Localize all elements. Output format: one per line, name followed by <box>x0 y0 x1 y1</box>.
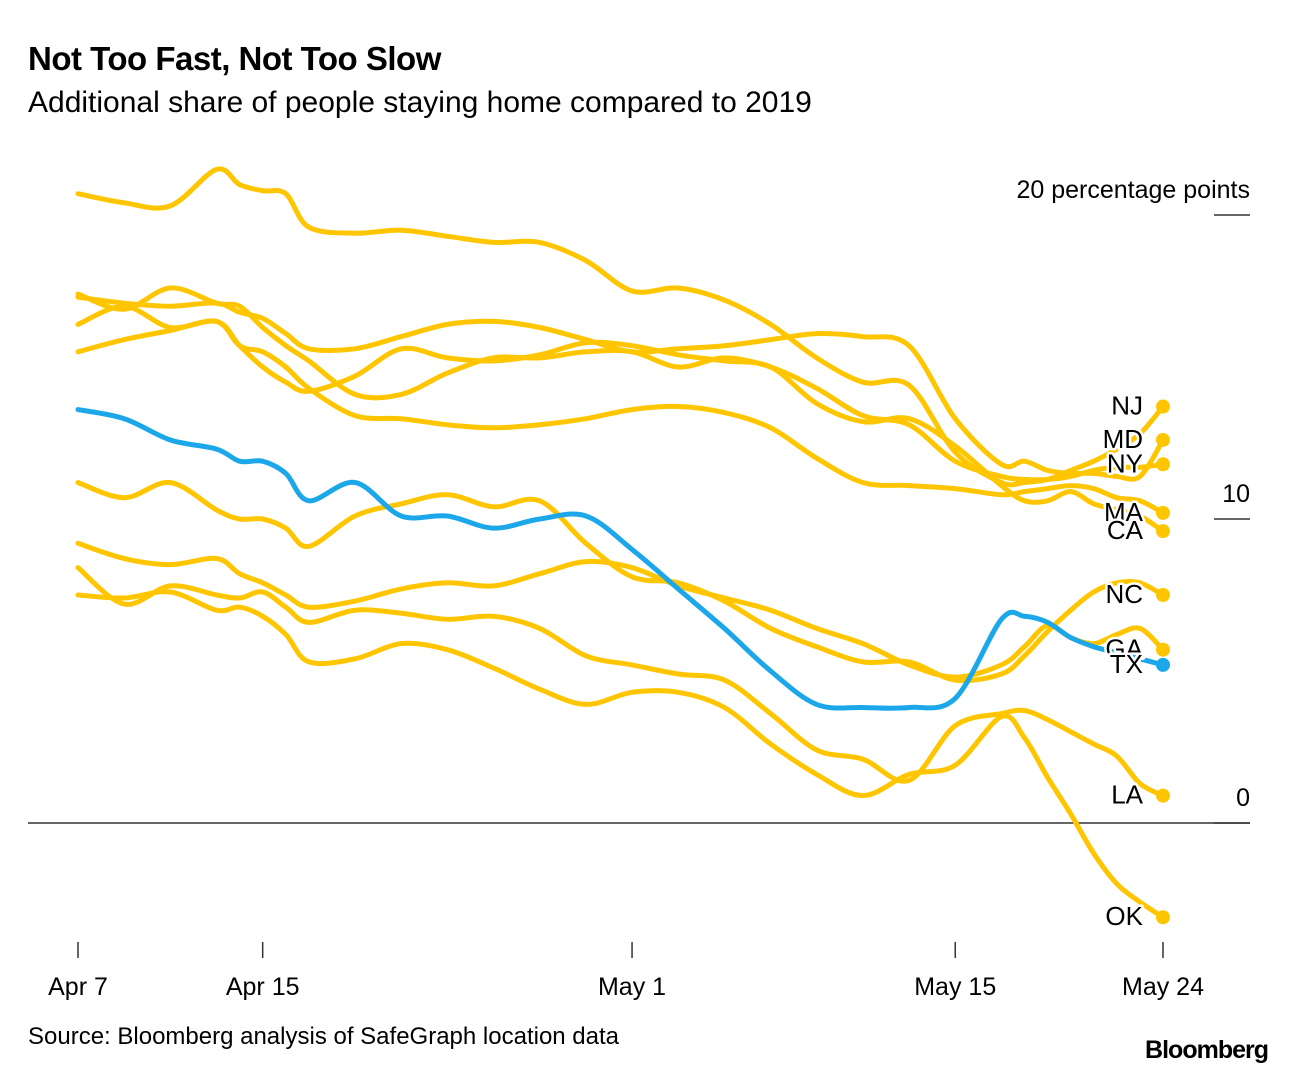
bloomberg-logo: Bloomberg <box>1145 1036 1269 1064</box>
series-endpoint-ok <box>1156 910 1170 925</box>
x-tick-label: Apr 15 <box>226 973 300 1001</box>
series-endpoint-la <box>1156 788 1170 803</box>
series-lines <box>75 166 1170 925</box>
series-endpoint-nj <box>1156 399 1170 414</box>
series-label-md: MD <box>1103 424 1143 454</box>
x-tick-label: May 24 <box>1122 973 1204 1001</box>
series-line-ca <box>75 318 1166 534</box>
axis-layer: 20 percentage points 10 0 Apr 7 Apr 15 May 1 M… <box>28 176 1250 1001</box>
series-endpoint-nc <box>1156 588 1170 602</box>
series-endpoint-ca <box>1156 524 1170 539</box>
series-label-ma: MA <box>1104 497 1144 527</box>
series-label-ok: OK <box>1105 901 1143 931</box>
x-tick-label: Apr 7 <box>48 973 108 1001</box>
series-line-ma <box>75 303 1166 516</box>
x-tick-label: May 1 <box>598 973 666 1001</box>
series-line-md <box>75 294 1166 482</box>
series-line-nj <box>75 166 1166 488</box>
x-tick-label: May 15 <box>914 973 996 1001</box>
chart-title: Not Too Fast, Not Too Slow <box>28 40 441 77</box>
series-label-nc: NC <box>1105 579 1143 609</box>
series-line-ny <box>75 285 1166 483</box>
y-tick-label: 0 <box>1236 784 1250 812</box>
series-line-ga <box>75 540 1166 680</box>
series-endpoint-ma <box>1156 505 1170 520</box>
y-tick-label: 20 percentage points <box>1016 176 1250 204</box>
series-line-la <box>75 565 1166 799</box>
series-line-tx <box>75 407 1166 711</box>
series-line-ok <box>75 589 1166 920</box>
series-label-ca: CA <box>1107 515 1144 545</box>
series-endpoint-md <box>1156 432 1170 447</box>
series-label-ny: NY <box>1107 448 1143 478</box>
chart-subtitle: Additional share of people staying home … <box>28 86 812 119</box>
series-label-tx: TX <box>1110 649 1143 679</box>
series-label-ga: GA <box>1105 634 1143 664</box>
source-note: Source: Bloomberg analysis of SafeGraph … <box>28 1023 620 1050</box>
y-tick-label: 10 <box>1222 480 1250 508</box>
series-label-la: LA <box>1111 780 1143 810</box>
series-endpoint-tx <box>1156 657 1170 672</box>
series-endpoint-ny <box>1156 457 1170 472</box>
series-line-nc <box>75 479 1166 684</box>
series-endpoint-ga <box>1156 642 1170 657</box>
series-label-nj: NJ <box>1111 391 1143 421</box>
